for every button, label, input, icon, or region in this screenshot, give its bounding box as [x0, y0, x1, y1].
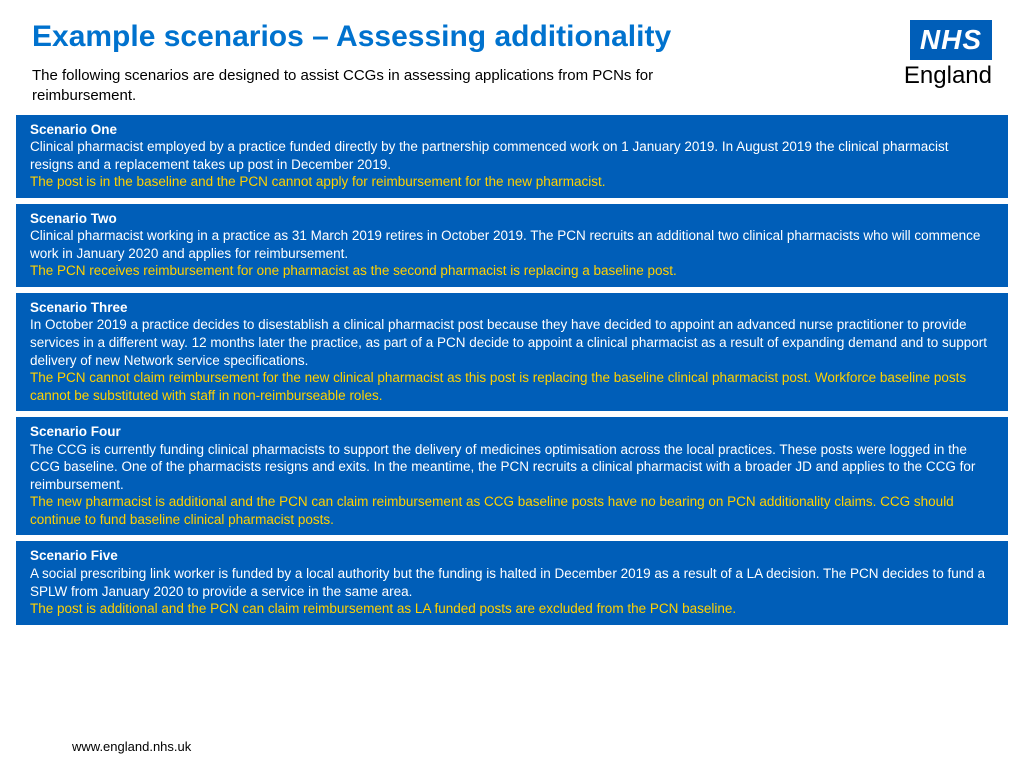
intro-text: The following scenarios are designed to …: [32, 66, 672, 107]
footer-url: www.england.nhs.uk: [72, 739, 191, 754]
scenario-body: Clinical pharmacist working in a practic…: [30, 228, 980, 261]
scenario-body: In October 2019 a practice decides to di…: [30, 317, 987, 367]
scenario-box: Scenario Three In October 2019 a practic…: [16, 293, 1008, 411]
scenario-box: Scenario Five A social prescribing link …: [16, 541, 1008, 624]
scenarios-list: Scenario One Clinical pharmacist employe…: [0, 115, 1024, 625]
scenario-title: Scenario Five: [30, 547, 994, 565]
scenario-title: Scenario Two: [30, 210, 994, 228]
scenario-box: Scenario Two Clinical pharmacist working…: [16, 204, 1008, 287]
nhs-logo-mark: NHS: [910, 20, 992, 60]
header: Example scenarios – Assessing additional…: [0, 0, 1024, 115]
scenario-body: A social prescribing link worker is fund…: [30, 566, 985, 599]
scenario-box: Scenario Four The CCG is currently fundi…: [16, 417, 1008, 535]
scenario-outcome: The post is in the baseline and the PCN …: [30, 174, 606, 189]
scenario-outcome: The PCN cannot claim reimbursement for t…: [30, 370, 966, 403]
title-block: Example scenarios – Assessing additional…: [32, 20, 904, 107]
scenario-box: Scenario One Clinical pharmacist employe…: [16, 115, 1008, 198]
nhs-logo: NHS England: [904, 20, 992, 90]
scenario-outcome: The PCN receives reimbursement for one p…: [30, 263, 677, 278]
scenario-title: Scenario One: [30, 121, 994, 139]
scenario-body: Clinical pharmacist employed by a practi…: [30, 139, 949, 172]
nhs-logo-subtext: England: [904, 62, 992, 90]
scenario-title: Scenario Four: [30, 423, 994, 441]
scenario-outcome: The new pharmacist is additional and the…: [30, 494, 954, 527]
scenario-body: The CCG is currently funding clinical ph…: [30, 442, 975, 492]
scenario-outcome: The post is additional and the PCN can c…: [30, 601, 736, 616]
page-title: Example scenarios – Assessing additional…: [32, 20, 904, 54]
scenario-title: Scenario Three: [30, 299, 994, 317]
